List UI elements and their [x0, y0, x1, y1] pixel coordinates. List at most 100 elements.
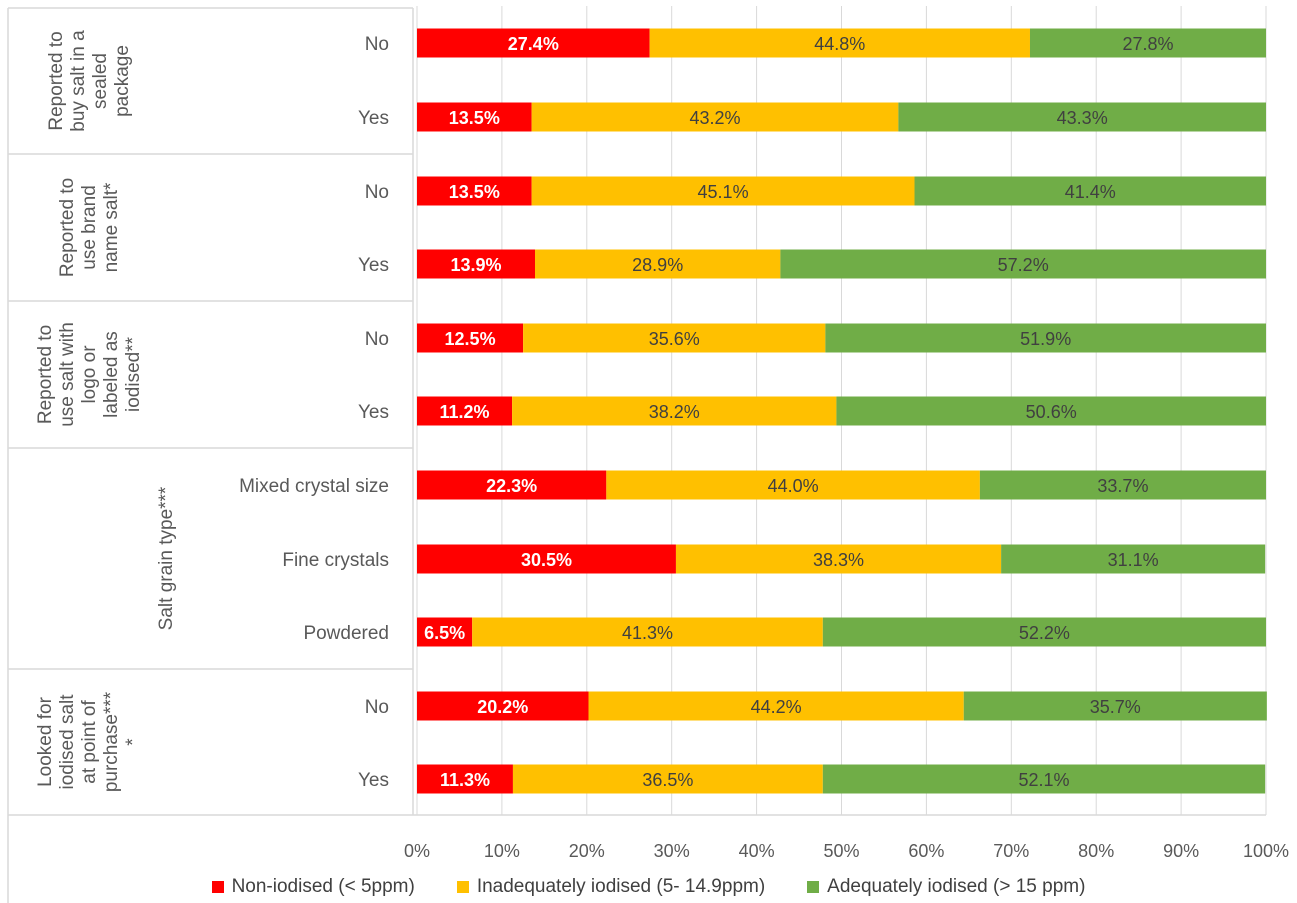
data-label: 50.6% — [1026, 402, 1077, 422]
x-tick-label: 100% — [1243, 841, 1289, 861]
bar-segment — [523, 323, 826, 353]
data-label: 11.3% — [440, 770, 490, 790]
bar-segment — [417, 396, 513, 426]
data-label: 57.2% — [998, 255, 1049, 275]
category-label: Yes — [358, 770, 389, 791]
data-label: 52.2% — [1019, 623, 1070, 643]
group-label-line: purchase*** — [101, 691, 122, 792]
legend-label-inadequately-iodised: Inadequately iodised (5- 14.9ppm) — [476, 876, 766, 897]
data-label: 41.4% — [1065, 182, 1116, 202]
legend-item-non-iodised: Non-iodised (< 5ppm) — [211, 876, 415, 898]
bar-segment — [472, 617, 823, 647]
data-label: 35.6% — [649, 329, 700, 349]
x-tick-label: 90% — [1163, 841, 1199, 861]
group-label: Looked foriodised saltat point ofpurchas… — [35, 691, 144, 792]
bars: 27.4% 44.8% 27.8% 13.5% 43.2% 43.3% 13.5% 45.1%… — [417, 28, 1267, 794]
bar-segment — [588, 691, 964, 721]
category-label: No — [365, 697, 389, 718]
chart-frame — [7, 7, 1266, 903]
category-label: Mixed crystal size — [239, 476, 389, 497]
group-label-line: logo or — [79, 345, 100, 404]
bar-segment — [417, 323, 524, 353]
data-label: 35.7% — [1090, 697, 1141, 717]
bar-segment — [512, 764, 823, 794]
group-label-line: sealed — [90, 53, 111, 109]
x-tick-label: 40% — [739, 841, 775, 861]
data-label: 52.1% — [1018, 770, 1069, 790]
x-tick-label: 80% — [1078, 841, 1114, 861]
category-label: No — [365, 34, 389, 55]
group-label: Salt grain type*** — [156, 486, 177, 630]
bar-segment — [822, 764, 1266, 794]
data-label: 20.2% — [477, 697, 528, 717]
x-tick-label: 0% — [404, 841, 430, 861]
group-label-line: * — [123, 738, 144, 746]
data-label: 11.2% — [440, 402, 490, 422]
x-tick-label: 30% — [654, 841, 690, 861]
legend: Non-iodised (< 5ppm) Inadequately iodise… — [0, 872, 1297, 902]
data-label: 44.8% — [814, 34, 865, 54]
x-axis-ticks: 0% 10% 20% 30% 40% 50% 60% 70% 80% 90% 100% — [404, 841, 1289, 861]
group-label-line: iodised salt — [57, 694, 78, 790]
x-tick-label: 70% — [993, 841, 1029, 861]
group-label: Reported tobuy salt in asealedpackage — [46, 30, 133, 132]
category-label: No — [365, 329, 389, 350]
group-label: Reported touse salt withlogo orlabeled a… — [35, 322, 144, 427]
category-label: Yes — [358, 255, 389, 276]
legend-label-adequately-iodised: Adequately iodised (> 15 ppm) — [827, 876, 1086, 897]
data-label: 33.7% — [1097, 476, 1148, 496]
category-label: Yes — [358, 402, 389, 423]
group-label-line: use salt with — [57, 322, 78, 427]
category-groups: Reported tobuy salt in asealedpackageNoY… — [8, 30, 413, 792]
data-label: 12.5% — [445, 329, 496, 349]
data-label: 41.3% — [622, 623, 673, 643]
group-label-line: use brand — [79, 185, 100, 270]
bar-segment — [898, 102, 1266, 132]
bar-segment — [417, 249, 536, 279]
x-tick-label: 60% — [908, 841, 944, 861]
bar-segment — [417, 691, 589, 721]
group-label-line: package — [112, 45, 133, 117]
bar-segment — [417, 102, 532, 132]
bar-segment — [417, 544, 676, 574]
bar-segment — [979, 470, 1266, 500]
data-label: 43.2% — [689, 108, 740, 128]
bar-segment — [417, 617, 473, 647]
group-label-line: iodised** — [123, 336, 144, 412]
category-label: No — [365, 182, 389, 203]
x-tick-label: 50% — [823, 841, 859, 861]
group-label-line: Reported to — [57, 178, 78, 277]
data-label: 43.3% — [1057, 108, 1108, 128]
bar-segment — [417, 176, 532, 206]
bar-segment — [531, 102, 899, 132]
data-label: 13.5% — [449, 182, 500, 202]
group-label-line: Looked for — [35, 696, 56, 786]
bar-segment — [675, 544, 1002, 574]
legend-item-adequately-iodised: Adequately iodised (> 15 ppm) — [807, 876, 1085, 898]
legend-swatch-non-iodised — [211, 881, 224, 893]
group-label-line: buy salt in a — [68, 30, 89, 132]
data-label: 22.3% — [486, 476, 537, 496]
legend-item-inadequately-iodised: Inadequately iodised (5- 14.9ppm) — [456, 876, 766, 898]
legend-swatch-inadequately-iodised — [456, 881, 469, 893]
data-label: 30.5% — [521, 550, 572, 570]
group-label-line: Reported to — [35, 325, 56, 424]
data-label: 38.3% — [813, 550, 864, 570]
data-label: 27.8% — [1122, 34, 1173, 54]
data-label: 13.9% — [450, 255, 501, 275]
legend-label-non-iodised: Non-iodised (< 5ppm) — [231, 876, 415, 897]
group-label-line: labeled as — [101, 331, 122, 418]
data-label: 6.5% — [424, 623, 465, 643]
data-label: 28.9% — [632, 255, 683, 275]
bar-segment — [417, 470, 607, 500]
bar-segment — [535, 249, 781, 279]
data-label: 45.1% — [698, 182, 749, 202]
group-label-line: name salt* — [101, 182, 122, 272]
bar-segment — [914, 176, 1266, 206]
bar-segment — [606, 470, 980, 500]
bar-segment — [780, 249, 1266, 279]
category-label: Yes — [358, 108, 389, 129]
bar-segment — [963, 691, 1267, 721]
group-label-line: Salt grain type*** — [156, 486, 177, 630]
